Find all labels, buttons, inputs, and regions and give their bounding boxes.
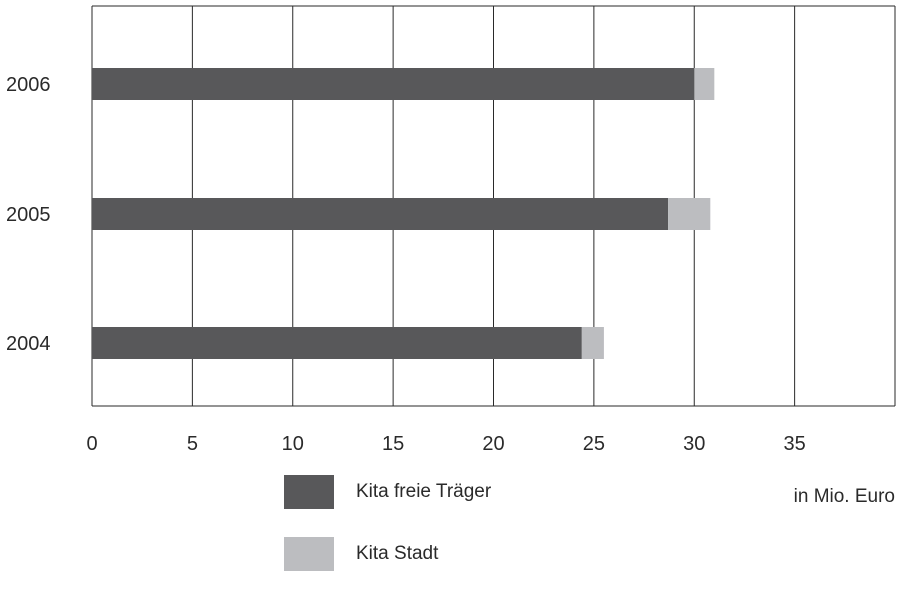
x-tick-label-0: 0: [86, 433, 97, 455]
x-axis-ticks: 0 5 10 15 20 25 30 35: [86, 433, 805, 455]
x-tick-label-15: 15: [382, 433, 404, 455]
x-tick-label-35: 35: [784, 433, 806, 455]
y-category-label-2005: 2005: [6, 204, 51, 226]
bar-2006-stadt: [694, 68, 715, 100]
legend-item-freie-traeger: Kita freie Träger: [284, 475, 491, 509]
legend: Kita freie Träger Kita Stadt: [284, 475, 491, 599]
bar-2006-freie-traeger: [92, 68, 695, 100]
y-category-label-2006: 2006: [6, 74, 51, 96]
y-category-label-2004: 2004: [6, 333, 51, 355]
bar-2005-freie-traeger: [92, 198, 669, 230]
bars: [92, 68, 715, 359]
legend-swatch-stadt: [284, 537, 334, 571]
bar-2004-stadt: [581, 327, 604, 359]
x-tick-label-30: 30: [683, 433, 705, 455]
y-axis-category-labels: 2006 2005 2004: [6, 74, 51, 355]
legend-label-freie-traeger: Kita freie Träger: [356, 481, 492, 502]
x-tick-label-10: 10: [282, 433, 304, 455]
chart-area: 0 5 10 15 20 25 30 35 2006 2005 2004: [6, 5, 896, 455]
x-tick-label-20: 20: [482, 433, 504, 455]
x-tick-label-25: 25: [583, 433, 605, 455]
bar-2005-stadt: [668, 198, 711, 230]
bar-2004-freie-traeger: [92, 327, 582, 359]
x-tick-label-5: 5: [187, 433, 198, 455]
legend-label-stadt: Kita Stadt: [356, 543, 439, 564]
legend-swatch-freie-traeger: [284, 475, 334, 509]
legend-item-stadt: Kita Stadt: [284, 537, 491, 571]
unit-label: in Mio. Euro: [793, 486, 895, 507]
